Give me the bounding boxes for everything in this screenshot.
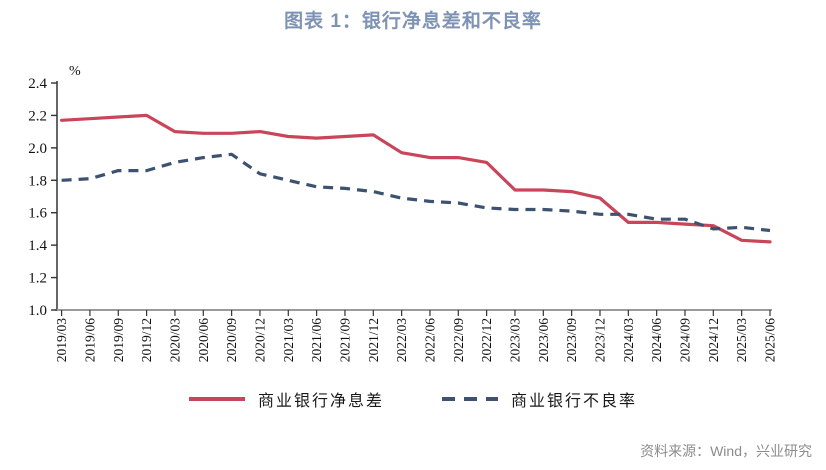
x-tick-label: 2021/03 [281, 318, 296, 363]
legend-item-npl: 商业银行不良率 [442, 387, 637, 411]
y-tick-label: 2.4 [28, 76, 47, 92]
x-tick-label: 2024/12 [706, 318, 721, 362]
x-tick-label: 2020/12 [252, 318, 267, 362]
y-tick-label: 2.0 [28, 141, 47, 157]
x-tick-label: 2024/09 [677, 318, 692, 363]
x-tick-label: 2020/03 [167, 318, 182, 363]
page-title: 图表 1：银行净息差和不良率 [284, 11, 542, 32]
nim-line-swatch [188, 397, 245, 401]
x-tick-label: 2019/09 [111, 318, 126, 363]
y-tick-label: 1.4 [28, 238, 47, 254]
x-tick-label: 2025/06 [763, 318, 778, 363]
y-tick-label: 1.2 [28, 271, 47, 287]
x-tick-label: 2024/06 [649, 318, 664, 363]
y-axis-unit-label: % [69, 64, 81, 79]
line-chart-canvas: 1.0 1.2 1.4 1.6 1.8 2.0 2.2 2.4% 2019/03 2019/06 2… [28, 64, 778, 363]
x-tick-label: 2019/06 [82, 318, 97, 363]
source-note: 资料来源：Wind，兴业研究 [640, 443, 812, 459]
y-tick-label: 2.2 [28, 108, 47, 124]
legend-item-nim: 商业银行净息差 [188, 387, 384, 411]
series-line-nim [59, 113, 772, 244]
x-tick-label: 2020/09 [224, 318, 239, 363]
y-tick-label: 1.0 [28, 303, 47, 319]
x-tick-label: 2022/12 [479, 318, 494, 362]
legend-label-nim: 商业银行净息差 [257, 393, 384, 410]
x-tick-label: 2019/12 [139, 318, 154, 362]
x-tick-label: 2023/12 [592, 318, 607, 362]
x-tick-label: 2023/03 [507, 318, 522, 363]
y-tick-label: 1.8 [28, 173, 47, 189]
x-tick-label: 2022/09 [451, 318, 466, 363]
legend-label-npl: 商业银行不良率 [511, 393, 638, 410]
npl-line-swatch [442, 397, 498, 401]
x-tick-label: 2023/09 [564, 318, 579, 363]
x-tick-label: 2022/06 [422, 318, 437, 363]
x-tick-label: 2024/03 [621, 318, 636, 363]
x-tick-label: 2023/06 [536, 318, 551, 363]
x-tick-label: 2021/06 [309, 318, 324, 363]
x-tick-label: 2021/12 [366, 318, 381, 362]
x-tick-label: 2021/09 [337, 318, 352, 363]
chart-legend: 商业银行净息差 商业银行不良率 [0, 387, 826, 411]
y-tick-label: 1.6 [28, 206, 47, 222]
x-tick-label: 2019/03 [54, 318, 69, 363]
x-tick-label: 2022/03 [394, 318, 409, 363]
x-tick-label: 2020/06 [196, 318, 211, 363]
series-line-npl [61, 152, 771, 233]
x-tick-label: 2025/03 [734, 318, 749, 363]
